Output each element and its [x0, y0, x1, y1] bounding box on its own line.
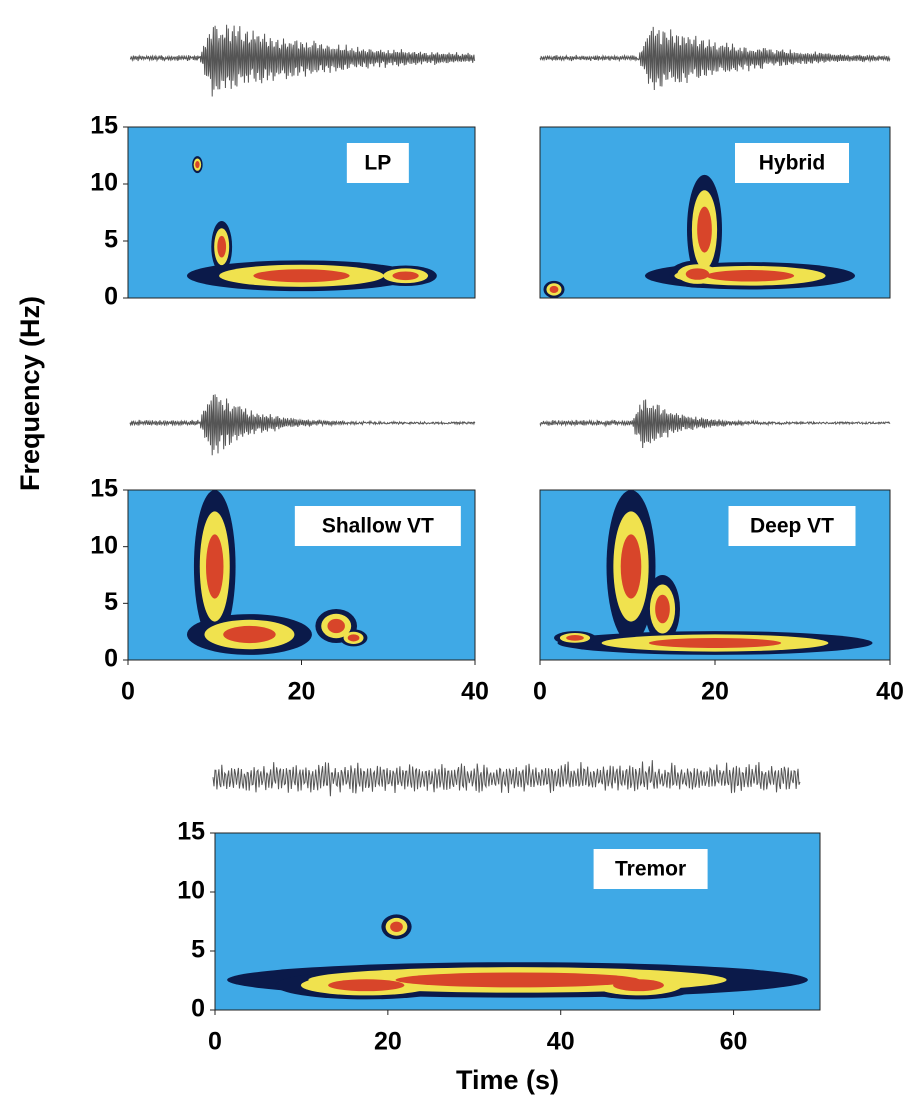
x-tick-label: 40	[547, 1028, 575, 1056]
y-tick-label: 5	[191, 936, 205, 964]
panel: Tremor 0 5 10 15 0 20 40 60 Time (s)	[177, 760, 821, 1095]
y-tick-label: 10	[90, 531, 118, 559]
x-tick-label: 40	[876, 678, 904, 706]
label-box	[294, 506, 461, 546]
panel: Shallow VT 0 5 10 15 0 20 40 Frequency (Hz)	[15, 296, 489, 706]
spectral-energy	[206, 534, 224, 599]
panel-label: Tremor	[615, 858, 686, 881]
spectral-energy	[566, 635, 584, 641]
x-tick-label: 20	[288, 678, 316, 706]
x-tick-label: 0	[208, 1028, 222, 1056]
spectral-energy	[655, 594, 670, 624]
label-box	[346, 143, 409, 183]
spectral-energy	[395, 972, 640, 988]
y-tick-label: 15	[90, 475, 118, 503]
y-tick-label: 0	[104, 645, 118, 673]
spectral-energy	[328, 979, 405, 992]
spectral-energy	[392, 271, 419, 281]
y-tick-label: 15	[90, 112, 118, 140]
x-tick-label: 0	[121, 678, 135, 706]
panel-label: LP	[364, 152, 391, 175]
spectral-energy	[613, 979, 664, 992]
y-axis-label: Frequency (Hz)	[15, 296, 45, 491]
y-tick-label: 10	[177, 877, 205, 905]
spectral-energy	[697, 206, 712, 253]
waveform	[212, 760, 801, 797]
label-box	[735, 143, 849, 183]
x-tick-label: 20	[701, 678, 729, 706]
x-tick-label: 0	[533, 678, 547, 706]
spectral-energy	[223, 625, 276, 644]
x-axis-label: Time (s)	[456, 1065, 559, 1095]
panel: LP 0 5 10 15	[90, 24, 476, 311]
spectral-energy	[195, 161, 200, 169]
spectral-energy	[648, 638, 782, 648]
waveform	[539, 26, 891, 91]
spectral-energy	[705, 270, 795, 282]
panel: Hybrid	[539, 26, 891, 299]
x-tick-label: 40	[461, 678, 489, 706]
y-tick-label: 0	[191, 995, 205, 1023]
spectral-energy	[253, 269, 350, 283]
y-tick-label: 0	[104, 283, 118, 311]
label-box	[593, 849, 708, 889]
spectral-energy	[685, 268, 710, 280]
panel: Deep VT 0 20 40	[533, 399, 904, 706]
y-tick-label: 15	[177, 818, 205, 846]
panel-label: Shallow VT	[322, 515, 434, 538]
y-tick-label: 5	[104, 226, 118, 254]
panel-label: Hybrid	[759, 152, 826, 175]
waveform	[539, 399, 891, 449]
spectral-energy	[217, 235, 227, 258]
panel-label: Deep VT	[750, 515, 834, 538]
spectral-energy	[620, 534, 642, 599]
x-tick-label: 20	[374, 1028, 402, 1056]
y-tick-label: 5	[104, 588, 118, 616]
spectral-energy	[327, 618, 345, 634]
spectral-energy	[347, 634, 360, 642]
waveform	[129, 394, 476, 456]
label-box	[728, 506, 856, 546]
y-tick-label: 10	[90, 169, 118, 197]
spectral-energy	[390, 921, 403, 933]
spectral-energy	[549, 285, 559, 294]
waveform	[129, 24, 476, 97]
x-tick-label: 60	[720, 1028, 748, 1056]
